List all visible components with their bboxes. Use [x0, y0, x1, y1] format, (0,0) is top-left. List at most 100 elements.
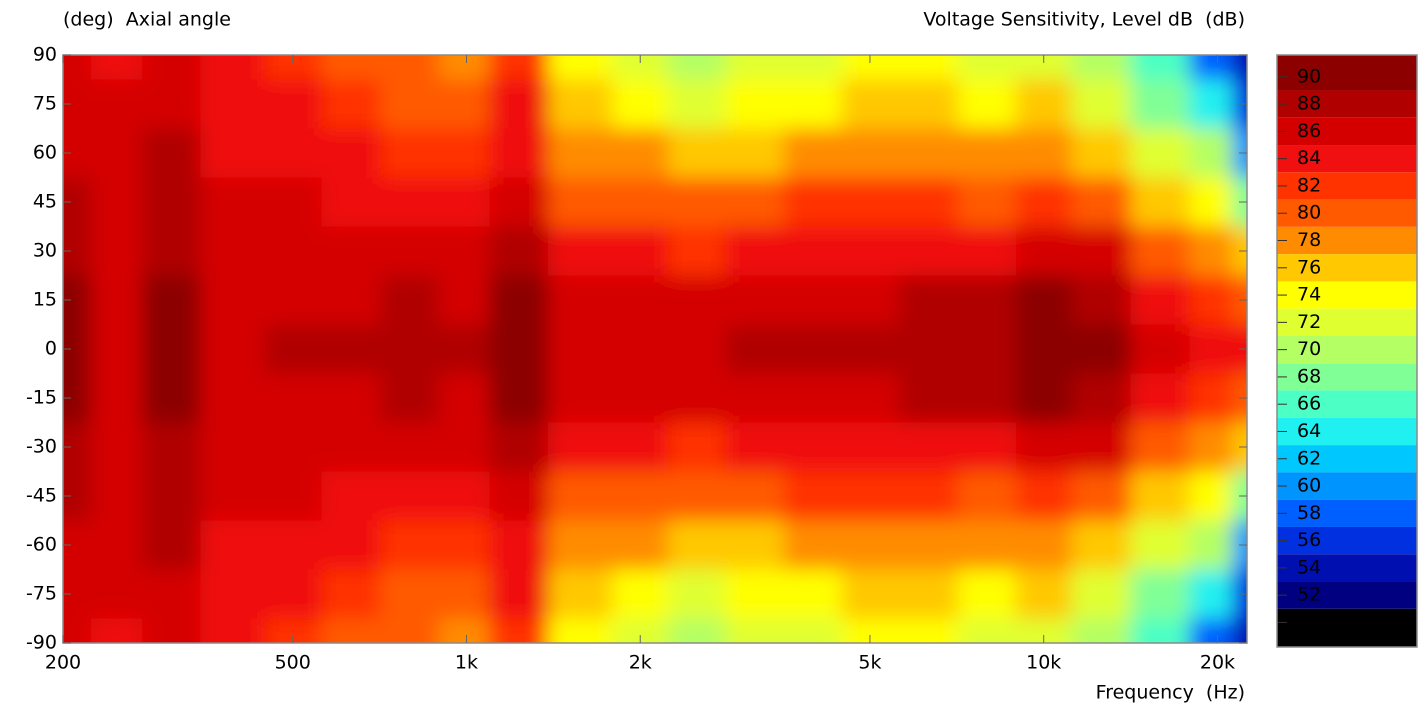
heat-cell [784, 520, 843, 570]
x-tick-label: 500 [275, 652, 311, 674]
heat-cell [90, 226, 143, 276]
heat-cell [1015, 79, 1073, 129]
heat-cell [784, 177, 843, 227]
heat-cell [898, 569, 959, 619]
colorbar-band [1277, 581, 1417, 609]
heat-cell [90, 569, 143, 619]
heat-cell [141, 275, 202, 325]
heat-cell [1015, 373, 1073, 423]
heat-cell [438, 520, 490, 570]
heat-cell [784, 275, 843, 325]
colorbar-band [1277, 145, 1417, 173]
y-tick-label: -90 [26, 632, 57, 654]
heat-cell [1071, 275, 1132, 325]
y-tick-label: -75 [26, 583, 57, 605]
heat-cell [957, 373, 1017, 423]
colorbar-band [1277, 390, 1417, 418]
heat-cell [548, 422, 613, 472]
heat-cell [1130, 55, 1191, 80]
colorbar-label: 50 [1297, 611, 1321, 633]
heat-cell [1015, 177, 1073, 227]
heat-cell [63, 618, 92, 643]
chart-title: Voltage Sensitivity, Level dB (dB) [923, 9, 1245, 31]
heat-cell [489, 422, 549, 472]
heat-cell [957, 569, 1017, 619]
heat-cell [438, 275, 490, 325]
heat-cell [841, 128, 900, 178]
heat-cell [321, 55, 382, 80]
colorbar-band [1277, 608, 1417, 647]
colorbar-band [1277, 281, 1417, 309]
heat-cell [841, 618, 900, 643]
heat-cell [1189, 520, 1233, 570]
heat-cell [725, 275, 785, 325]
heat-cell [380, 226, 440, 276]
colorbar-frame [1276, 54, 1418, 648]
y-tick-label: 75 [33, 93, 57, 115]
heat-cell [1071, 618, 1132, 643]
heat-cell [841, 520, 900, 570]
heat-cell [612, 128, 669, 178]
colorbar-label: 86 [1297, 120, 1321, 142]
colorbar-label: 76 [1297, 256, 1321, 278]
heat-cell [1071, 177, 1132, 227]
heat-cell [668, 177, 726, 227]
heat-cell [321, 373, 382, 423]
heat-cell [1015, 569, 1073, 619]
heat-cell [63, 324, 92, 374]
colorbar-label: 68 [1297, 365, 1321, 387]
heat-cell [1015, 128, 1073, 178]
heat-cell [438, 324, 490, 374]
heat-cell [612, 373, 669, 423]
heat-cell [1071, 128, 1132, 178]
colorbar-label: 88 [1297, 93, 1321, 115]
heatmap [63, 55, 1247, 643]
heat-cell [90, 275, 143, 325]
heat-cell [957, 79, 1017, 129]
colorbar-band [1277, 226, 1417, 255]
heat-cell [264, 618, 323, 643]
colorbar-band [1277, 526, 1417, 555]
heat-cell [1130, 226, 1191, 276]
heat-cell [784, 569, 843, 619]
colorbar-band [1277, 90, 1417, 118]
heat-cell [141, 79, 202, 129]
heat-cell [489, 471, 549, 521]
heat-cell [380, 520, 440, 570]
heat-cell [957, 618, 1017, 643]
heat-cell [612, 471, 669, 521]
heat-cell [200, 569, 266, 619]
heat-cell [957, 55, 1017, 80]
colorbar-label: 80 [1297, 202, 1321, 224]
heat-cell [548, 79, 613, 129]
y-tick-label: -60 [26, 534, 57, 556]
heat-cell [141, 618, 202, 643]
heat-cell [141, 422, 202, 472]
colorbar: 90 88 86 84 82 80 78 76 74 72 70 68 66 64 62 60 58 56 54 52… [1276, 54, 1418, 648]
heat-cell [725, 373, 785, 423]
heat-cell [548, 177, 613, 227]
heat-cell [1015, 471, 1073, 521]
colorbar-label: 72 [1297, 311, 1321, 333]
heat-cell [1071, 324, 1132, 374]
heat-cell [1130, 177, 1191, 227]
colorbar-label: 78 [1297, 229, 1321, 251]
heat-cell [141, 373, 202, 423]
heat-cell [612, 422, 669, 472]
colorbar-band [1277, 308, 1417, 336]
heat-cell [841, 471, 900, 521]
heat-cell [264, 471, 323, 521]
heat-cell [1130, 373, 1191, 423]
colorbar-band [1277, 199, 1417, 227]
heat-cell [321, 520, 382, 570]
heat-cell [141, 324, 202, 374]
heat-cell [489, 618, 549, 643]
heat-cell [612, 520, 669, 570]
heat-cell [489, 324, 549, 374]
heat-cell [668, 520, 726, 570]
heat-cell [784, 618, 843, 643]
heat-cell [784, 79, 843, 129]
heat-cell [90, 373, 143, 423]
